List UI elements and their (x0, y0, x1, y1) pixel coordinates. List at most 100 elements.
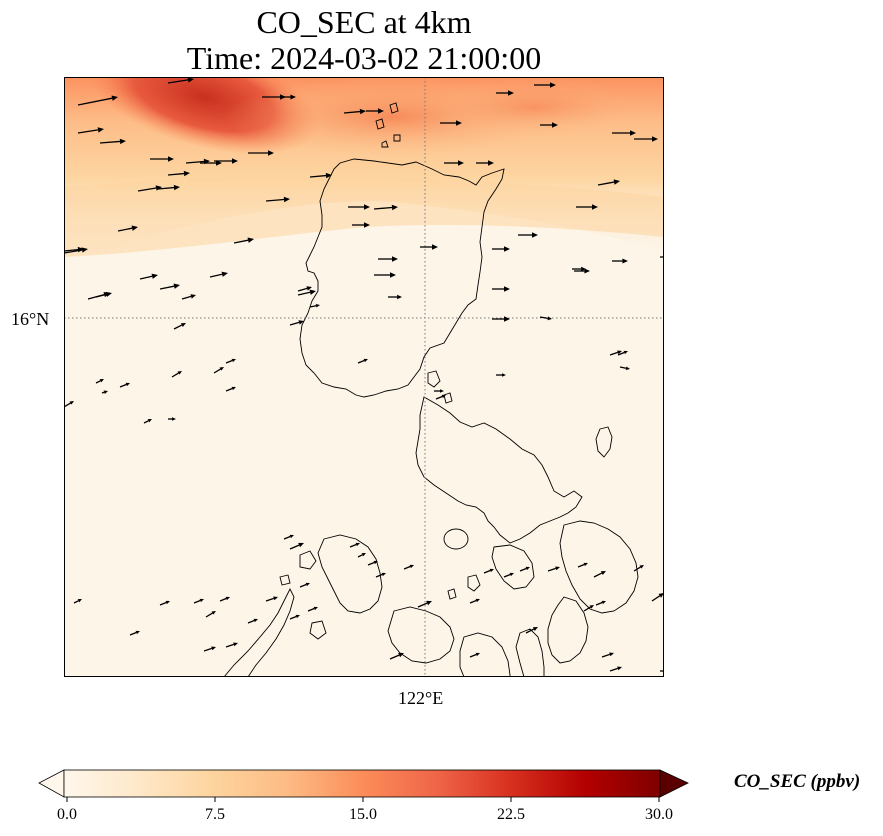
wind-vector-shaft (203, 647, 213, 652)
map-panel (64, 77, 664, 677)
wind-vector-shaft (289, 615, 297, 620)
wind-vector-shaft (219, 597, 227, 602)
wind-vector-shaft (373, 206, 393, 210)
wind-vector-shaft (417, 602, 428, 608)
wind-vector-head (103, 291, 110, 298)
wind-vector-shaft (77, 97, 113, 106)
wind-vector-head (298, 320, 304, 325)
wind-vector-head (364, 222, 370, 228)
wind-vector-head (458, 160, 464, 166)
wind-vector-head (502, 373, 506, 377)
wind-vector-head (289, 534, 294, 539)
wind-vector-head (221, 271, 228, 277)
wind-vector-head (409, 564, 414, 569)
wind-vector-head (231, 358, 236, 363)
wind-vector-shaft (619, 366, 627, 369)
wind-vector-shaft (205, 612, 213, 618)
wind-vector-shaft (143, 420, 149, 424)
colorbar-extend-max (659, 769, 689, 798)
wind-vector-head (232, 158, 238, 164)
wind-vector-head (555, 566, 560, 571)
colorbar-label: CO_SEC (ppbv) (734, 771, 861, 792)
wind-vector-shaft (583, 606, 591, 612)
wind-vector-shaft (73, 600, 79, 604)
wind-vector-shaft (117, 227, 133, 232)
wind-vector-shaft (119, 383, 127, 388)
wind-vector-shaft (77, 129, 99, 134)
wind-vector-head (290, 94, 296, 100)
wind-vector-head (475, 652, 480, 657)
wind-vector-head (103, 390, 108, 394)
wind-vector-shaft (64, 249, 83, 254)
wind-vector-head (315, 304, 320, 308)
wind-vector-head (592, 204, 598, 210)
wind-vector-head (183, 170, 190, 177)
wind-vector-shaft (357, 554, 363, 558)
wind-vector-head (313, 606, 318, 611)
cebu-coastline (515, 628, 545, 677)
wind-vector-shaft (633, 566, 641, 572)
wind-vector-shaft (64, 248, 79, 252)
wind-vector-head (550, 82, 556, 88)
wind-vector-shaft (167, 79, 189, 84)
colorbar-ticks (66, 797, 660, 802)
wind-vector-head (131, 225, 138, 231)
wind-vector-head (364, 204, 370, 210)
wind-vector-shaft (577, 563, 585, 568)
wind-vector-head (622, 258, 628, 264)
wind-vector-head (247, 237, 254, 243)
wind-vector-head (268, 150, 274, 156)
wind-vector-head (225, 596, 230, 601)
wind-vector-head (180, 323, 186, 327)
wind-vector-shaft (595, 601, 603, 606)
wind-vector-head (391, 204, 398, 211)
wind-vector-head (639, 565, 644, 569)
wind-vector-head (298, 542, 304, 548)
samar-coastline (559, 520, 639, 614)
wind-vector-shaft (213, 368, 221, 374)
wind-vector-shaft (403, 565, 411, 570)
wind-vector-head (456, 120, 462, 126)
wind-vector-shaft (209, 273, 223, 278)
wind-vector-head (609, 652, 614, 657)
mindoro-coastline (317, 534, 383, 614)
wind-vector-head (504, 286, 510, 292)
palawan-coastline (223, 587, 295, 677)
wind-vector-shaft (297, 287, 308, 292)
wind-vector-shaft (289, 321, 300, 326)
wind-vector-head (509, 572, 514, 577)
map-title: CO_SEC at 4km (256, 4, 472, 40)
wind-vector-head (584, 268, 590, 274)
wind-vector-head (77, 599, 82, 603)
wind-vector-shaft (181, 295, 192, 300)
colorbar-extend-min (38, 769, 65, 798)
wind-vector-shaft (225, 643, 235, 648)
wind-vector-head (147, 419, 152, 423)
wind-vector-head (355, 542, 360, 547)
wind-vector-shaft (101, 391, 105, 394)
wind-vector-shaft (435, 395, 443, 400)
wind-vector-head (392, 256, 398, 262)
wind-vector-head (440, 389, 444, 393)
wind-vector-head (623, 350, 628, 355)
wind-vector-head (508, 90, 514, 96)
catanduanes-coastline (595, 426, 613, 458)
wind-vector-shaft (139, 275, 153, 280)
wind-vector-shaft (99, 140, 121, 144)
wind-vector-shaft (469, 599, 477, 604)
wind-vector-head (173, 283, 180, 289)
wind-vector-head (583, 562, 588, 567)
co-plume-band (64, 175, 664, 257)
wind-vector-head (547, 316, 552, 321)
wind-vector-shaft (159, 601, 167, 606)
wind-vector-head (504, 246, 510, 252)
wind-vector-shaft (367, 561, 375, 566)
wind-vector-head (97, 127, 104, 133)
wind-vector-head (378, 108, 384, 114)
wind-vector-head (532, 232, 538, 238)
wind-vector-shaft (167, 172, 185, 176)
wind-vector-shaft (597, 181, 615, 186)
wind-vector-head (151, 273, 158, 279)
colorbar-tick-label: 0.0 (57, 806, 77, 823)
wind-vector-head (190, 294, 196, 299)
